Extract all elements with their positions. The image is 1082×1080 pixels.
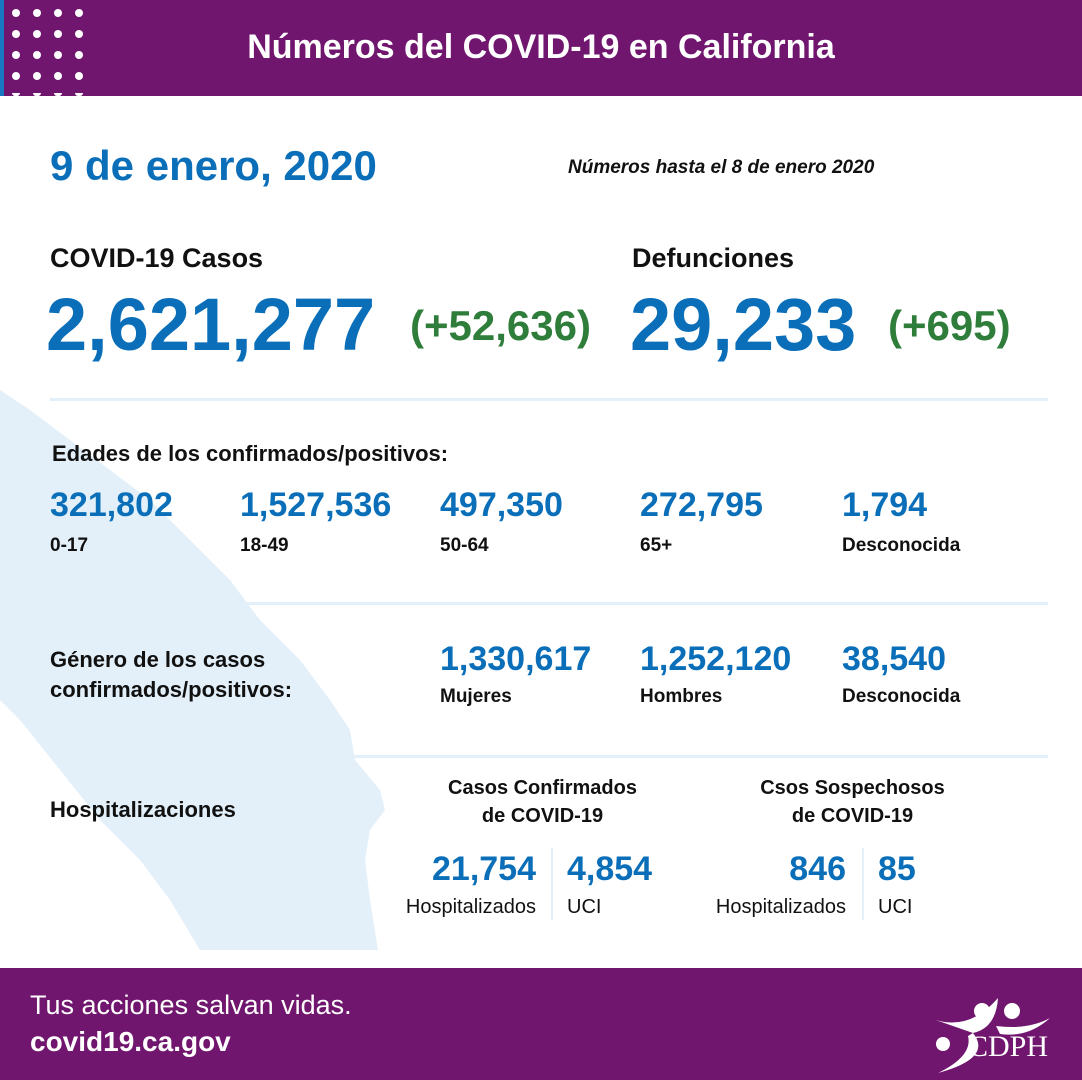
dot [12, 93, 20, 96]
dot [75, 72, 83, 80]
dot [54, 72, 62, 80]
dot [75, 51, 83, 59]
dot [54, 93, 62, 96]
gender-label: Mujeres [440, 686, 512, 707]
dot [12, 72, 20, 80]
dot [54, 30, 62, 38]
vertical-divider [551, 848, 553, 920]
suspected-heading-line1: Csos Sospechosos [760, 777, 945, 799]
age-group-label: 0-17 [50, 535, 89, 556]
age-group-value: 497,350 [440, 486, 563, 524]
as-of-note: Números hasta el 8 de enero 2020 [568, 157, 875, 178]
gender-label: Desconocida [842, 686, 961, 707]
confirmed-icu-label: UCI [567, 896, 602, 918]
deaths-label: Defunciones [632, 243, 795, 273]
dot [75, 30, 83, 38]
header-bar [0, 0, 1082, 96]
confirmed-icu-value: 4,854 [567, 850, 653, 888]
age-group-value: 272,795 [640, 486, 763, 524]
divider [50, 602, 1048, 605]
footer-url[interactable]: covid19.ca.gov [30, 1026, 231, 1057]
age-group-label: 18-49 [240, 535, 289, 556]
age-group-value: 1,527,536 [240, 486, 392, 524]
ages-title: Edades de los confirmados/positivos: [52, 441, 449, 466]
vertical-divider [862, 848, 864, 920]
gender-title-line2: confirmados/positivos: [50, 677, 293, 702]
cases-change: (+52,636) [410, 302, 591, 349]
dot [33, 9, 41, 17]
cases-value: 2,621,277 [46, 283, 376, 366]
gender-label: Hombres [640, 686, 723, 707]
report-date: 9 de enero, 2020 [50, 142, 377, 189]
logo-text: CDPH [968, 1030, 1049, 1063]
gender-value: 1,252,120 [640, 640, 792, 678]
age-group-label: 50-64 [440, 535, 489, 556]
suspected-hosp-value: 846 [789, 850, 846, 888]
confirmed-heading-line2: de COVID-19 [481, 805, 604, 827]
dot [33, 30, 41, 38]
age-group-value: 1,794 [842, 486, 928, 524]
confirmed-heading-line1: Casos Confirmados [448, 777, 637, 799]
dot [12, 30, 20, 38]
suspected-icu-value: 85 [878, 850, 916, 888]
deaths-change: (+695) [888, 302, 1011, 349]
dot [33, 72, 41, 80]
cases-label: COVID-19 Casos [50, 243, 264, 273]
dot [75, 9, 83, 17]
divider [50, 755, 1048, 758]
suspected-icu-label: UCI [878, 896, 913, 918]
gender-title-line1: Género de los casos [50, 647, 266, 672]
footer-tagline: Tus acciones salvan vidas. [30, 990, 352, 1020]
cdph-figures-icon [930, 998, 1050, 1073]
suspected-heading-line2: de COVID-19 [791, 805, 914, 827]
confirmed-hosp-label: Hospitalizados [405, 896, 536, 918]
gender-value: 1,330,617 [440, 640, 592, 678]
dot [54, 9, 62, 17]
dot [33, 51, 41, 59]
page-title: Números del COVID-19 en California [247, 28, 835, 66]
age-group-label: 65+ [640, 535, 673, 556]
age-group-value: 321,802 [50, 486, 173, 524]
divider [50, 398, 1048, 401]
confirmed-hosp-value: 21,754 [432, 850, 536, 888]
dot [33, 93, 41, 96]
dot [12, 9, 20, 17]
hosp-title: Hospitalizaciones [50, 797, 236, 822]
footer-bar [0, 968, 1082, 1080]
gender-value: 38,540 [842, 640, 946, 678]
suspected-hosp-label: Hospitalizados [715, 896, 846, 918]
deaths-value: 29,233 [630, 283, 857, 366]
dot [12, 51, 20, 59]
dot [54, 51, 62, 59]
dot [75, 93, 83, 96]
age-group-label: Desconocida [842, 535, 961, 556]
cdph-logo: CDPH [928, 978, 1058, 1073]
